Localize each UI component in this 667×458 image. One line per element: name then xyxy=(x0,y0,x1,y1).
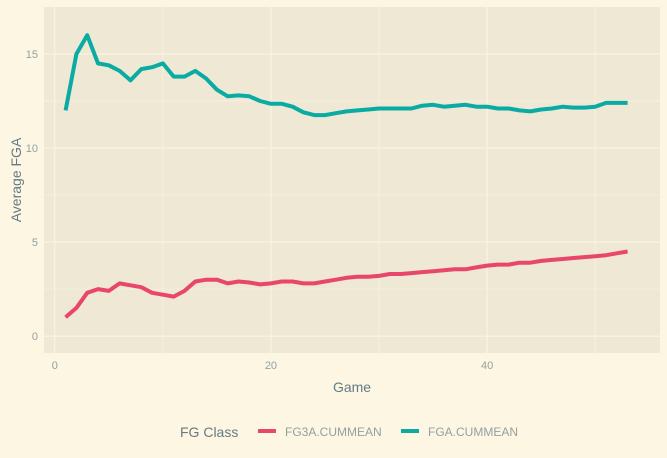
series-layer xyxy=(63,33,628,319)
grid-major xyxy=(44,7,660,353)
y-tick-label: 10 xyxy=(26,143,38,155)
legend-items: FG3A.CUMMEAN FGA.CUMMEAN xyxy=(258,425,518,439)
y-tick-label: 15 xyxy=(26,49,38,61)
legend-label: FG3A.CUMMEAN xyxy=(285,425,382,439)
legend: FG Class FG3A.CUMMEAN FGA.CUMMEAN xyxy=(180,424,518,440)
x-tick-label: 40 xyxy=(481,360,493,372)
y-axis-title: Average FGA xyxy=(8,137,24,222)
series-line-fga-cummean xyxy=(63,33,628,118)
y-axis-ticks: 0 5 10 15 xyxy=(26,49,38,343)
series-line-fg3a-cummean xyxy=(64,249,628,319)
x-tick-label: 0 xyxy=(52,360,58,372)
y-tick-label: 0 xyxy=(32,331,38,343)
legend-label: FGA.CUMMEAN xyxy=(428,425,518,439)
legend-title: FG Class xyxy=(180,424,238,440)
x-axis-ticks: 0 20 40 xyxy=(52,360,493,372)
x-tick-label: 20 xyxy=(265,360,277,372)
x-axis-title: Game xyxy=(333,379,371,395)
plot-panel xyxy=(44,7,660,353)
y-tick-label: 5 xyxy=(32,237,38,249)
